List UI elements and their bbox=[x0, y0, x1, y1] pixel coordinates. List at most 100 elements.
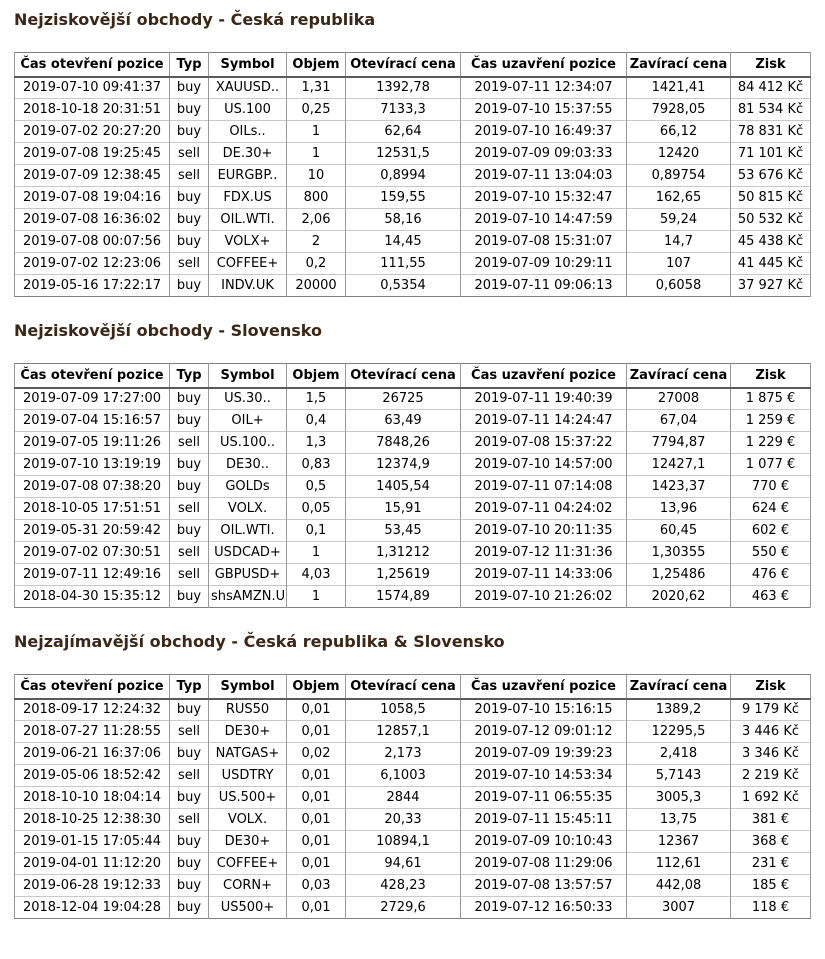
table-cell: CORN+ bbox=[208, 874, 287, 897]
table-cell: buy bbox=[169, 274, 209, 297]
table-row: 2019-07-02 20:27:20 buy OILs.. 1 62,64 2019-0… bbox=[14, 120, 811, 143]
table-cell: 2 bbox=[286, 230, 346, 253]
table-cell: 94,61 bbox=[345, 852, 461, 875]
table-cell: 63,49 bbox=[345, 409, 461, 432]
table-cell: US500+ bbox=[208, 896, 287, 919]
table-cell: 14,45 bbox=[345, 230, 461, 253]
table-cell: 7928,05 bbox=[626, 98, 731, 121]
table-cell: 2019-05-16 17:22:17 bbox=[14, 274, 170, 297]
table-cell: 2019-07-11 06:55:35 bbox=[460, 786, 627, 809]
table-cell: DE30.. bbox=[208, 453, 287, 476]
table-cell: 58,16 bbox=[345, 208, 461, 231]
table-cell: 1,25619 bbox=[345, 563, 461, 586]
column-header: Typ bbox=[169, 674, 209, 700]
table-cell: 12374,9 bbox=[345, 453, 461, 476]
table-cell: 2020,62 bbox=[626, 585, 731, 608]
table-cell: 0,01 bbox=[286, 808, 346, 831]
table-cell: 2019-07-08 07:38:20 bbox=[14, 475, 170, 498]
table-cell: 12295,5 bbox=[626, 720, 731, 743]
column-header: Čas otevření pozice bbox=[14, 674, 170, 700]
table-cell: 4,03 bbox=[286, 563, 346, 586]
table-cell: 0,2 bbox=[286, 252, 346, 275]
column-header: Objem bbox=[286, 52, 346, 78]
column-header: Zisk bbox=[730, 52, 811, 78]
table-cell: 0,25 bbox=[286, 98, 346, 121]
table-cell: 0,89754 bbox=[626, 164, 731, 187]
column-header: Zavírací cena bbox=[626, 363, 731, 389]
table-cell: NATGAS+ bbox=[208, 742, 287, 765]
column-header: Zavírací cena bbox=[626, 52, 731, 78]
table-cell: GBPUSD+ bbox=[208, 563, 287, 586]
table-cell: buy bbox=[169, 230, 209, 253]
table-cell: 2018-12-04 19:04:28 bbox=[14, 896, 170, 919]
table-cell: 1 bbox=[286, 120, 346, 143]
table-cell: 37 927 Kč bbox=[730, 274, 811, 297]
column-header: Zisk bbox=[730, 674, 811, 700]
table-row: 2019-04-01 11:12:20 buy COFFEE+ 0,01 94,61 20… bbox=[14, 852, 811, 875]
table-cell: 624 € bbox=[730, 497, 811, 520]
column-header: Zavírací cena bbox=[626, 674, 731, 700]
table-cell: 1 229 € bbox=[730, 431, 811, 454]
table-cell: 0,5 bbox=[286, 475, 346, 498]
table-cell: 162,65 bbox=[626, 186, 731, 209]
table-cell: 1 077 € bbox=[730, 453, 811, 476]
table-cell: 3 346 Kč bbox=[730, 742, 811, 765]
table-cell: 14,7 bbox=[626, 230, 731, 253]
table-row: 2018-12-04 19:04:28 buy US500+ 0,01 2729,6 20… bbox=[14, 896, 811, 919]
table-cell: 428,23 bbox=[345, 874, 461, 897]
table-cell: 1 692 Kč bbox=[730, 786, 811, 809]
table-cell: COFFEE+ bbox=[208, 852, 287, 875]
table-cell: 2019-07-10 14:47:59 bbox=[460, 208, 627, 231]
table-cell: 2019-07-09 17:27:00 bbox=[14, 387, 170, 410]
table-cell: DE.30+ bbox=[208, 142, 287, 165]
table-cell: buy bbox=[169, 98, 209, 121]
table-cell: 10 bbox=[286, 164, 346, 187]
table-cell: GOLDs bbox=[208, 475, 287, 498]
report-section: Nejzajímavější obchody - Česká republika… bbox=[14, 632, 811, 919]
table-cell: 2019-07-10 14:57:00 bbox=[460, 453, 627, 476]
table-cell: 2019-07-08 13:57:57 bbox=[460, 874, 627, 897]
table-cell: US.30.. bbox=[208, 387, 287, 410]
table-cell: 60,45 bbox=[626, 519, 731, 542]
table-row: 2019-07-08 16:36:02 buy OIL.WTI. 2,06 58,16 2… bbox=[14, 208, 811, 231]
table-cell: 2019-07-10 14:53:34 bbox=[460, 764, 627, 787]
section-title: Nejzajímavější obchody - Česká republika… bbox=[14, 632, 505, 651]
table-cell: buy bbox=[169, 874, 209, 897]
table-cell: 1,31 bbox=[286, 76, 346, 99]
table-cell: buy bbox=[169, 453, 209, 476]
table-header-row: Čas otevření pozice Typ Symbol Objem Otevíra… bbox=[14, 674, 811, 700]
table-cell: 67,04 bbox=[626, 409, 731, 432]
table-cell: EURGBP.. bbox=[208, 164, 287, 187]
table-row: 2019-07-04 15:16:57 buy OIL+ 0,4 63,49 2019-0… bbox=[14, 409, 811, 432]
table-cell: buy bbox=[169, 519, 209, 542]
table-row: 2019-07-08 00:07:56 buy VOLX+ 2 14,45 2019-07… bbox=[14, 230, 811, 253]
trades-table: Čas otevření pozice Typ Symbol Objem Otevíra… bbox=[14, 52, 811, 297]
table-row: 2019-05-06 18:52:42 sell USDTRY 0,01 6,1003 2… bbox=[14, 764, 811, 787]
table-cell: sell bbox=[169, 808, 209, 831]
table-cell: 0,01 bbox=[286, 830, 346, 853]
table-cell: 13,75 bbox=[626, 808, 731, 831]
trades-table: Čas otevření pozice Typ Symbol Objem Otevíra… bbox=[14, 363, 811, 608]
table-cell: OIL.WTI. bbox=[208, 519, 287, 542]
table-cell: 1,25486 bbox=[626, 563, 731, 586]
table-cell: 12420 bbox=[626, 142, 731, 165]
table-cell: 12367 bbox=[626, 830, 731, 853]
column-header: Čas uzavření pozice bbox=[460, 674, 627, 700]
column-header: Čas otevření pozice bbox=[14, 52, 170, 78]
table-cell: sell bbox=[169, 142, 209, 165]
table-cell: shsAMZN.US bbox=[208, 585, 287, 608]
table-row: 2019-05-16 17:22:17 buy INDV.UK 20000 0,5354… bbox=[14, 274, 811, 297]
table-row: 2019-07-10 09:41:37 buy XAUUSD.. 1,31 1392,7… bbox=[14, 76, 811, 99]
table-cell: 1389,2 bbox=[626, 698, 731, 721]
table-cell: 9 179 Kč bbox=[730, 698, 811, 721]
table-cell: 2019-07-09 10:10:43 bbox=[460, 830, 627, 853]
table-cell: 2019-07-11 19:40:39 bbox=[460, 387, 627, 410]
section-title: Nejziskovější obchody - Slovensko bbox=[14, 321, 322, 340]
table-cell: 2019-07-11 12:34:07 bbox=[460, 76, 627, 99]
table-cell: 0,4 bbox=[286, 409, 346, 432]
table-cell: buy bbox=[169, 186, 209, 209]
table-cell: 2019-07-08 00:07:56 bbox=[14, 230, 170, 253]
table-cell: 2018-09-17 12:24:32 bbox=[14, 698, 170, 721]
table-cell: OILs.. bbox=[208, 120, 287, 143]
table-cell: 5,7143 bbox=[626, 764, 731, 787]
